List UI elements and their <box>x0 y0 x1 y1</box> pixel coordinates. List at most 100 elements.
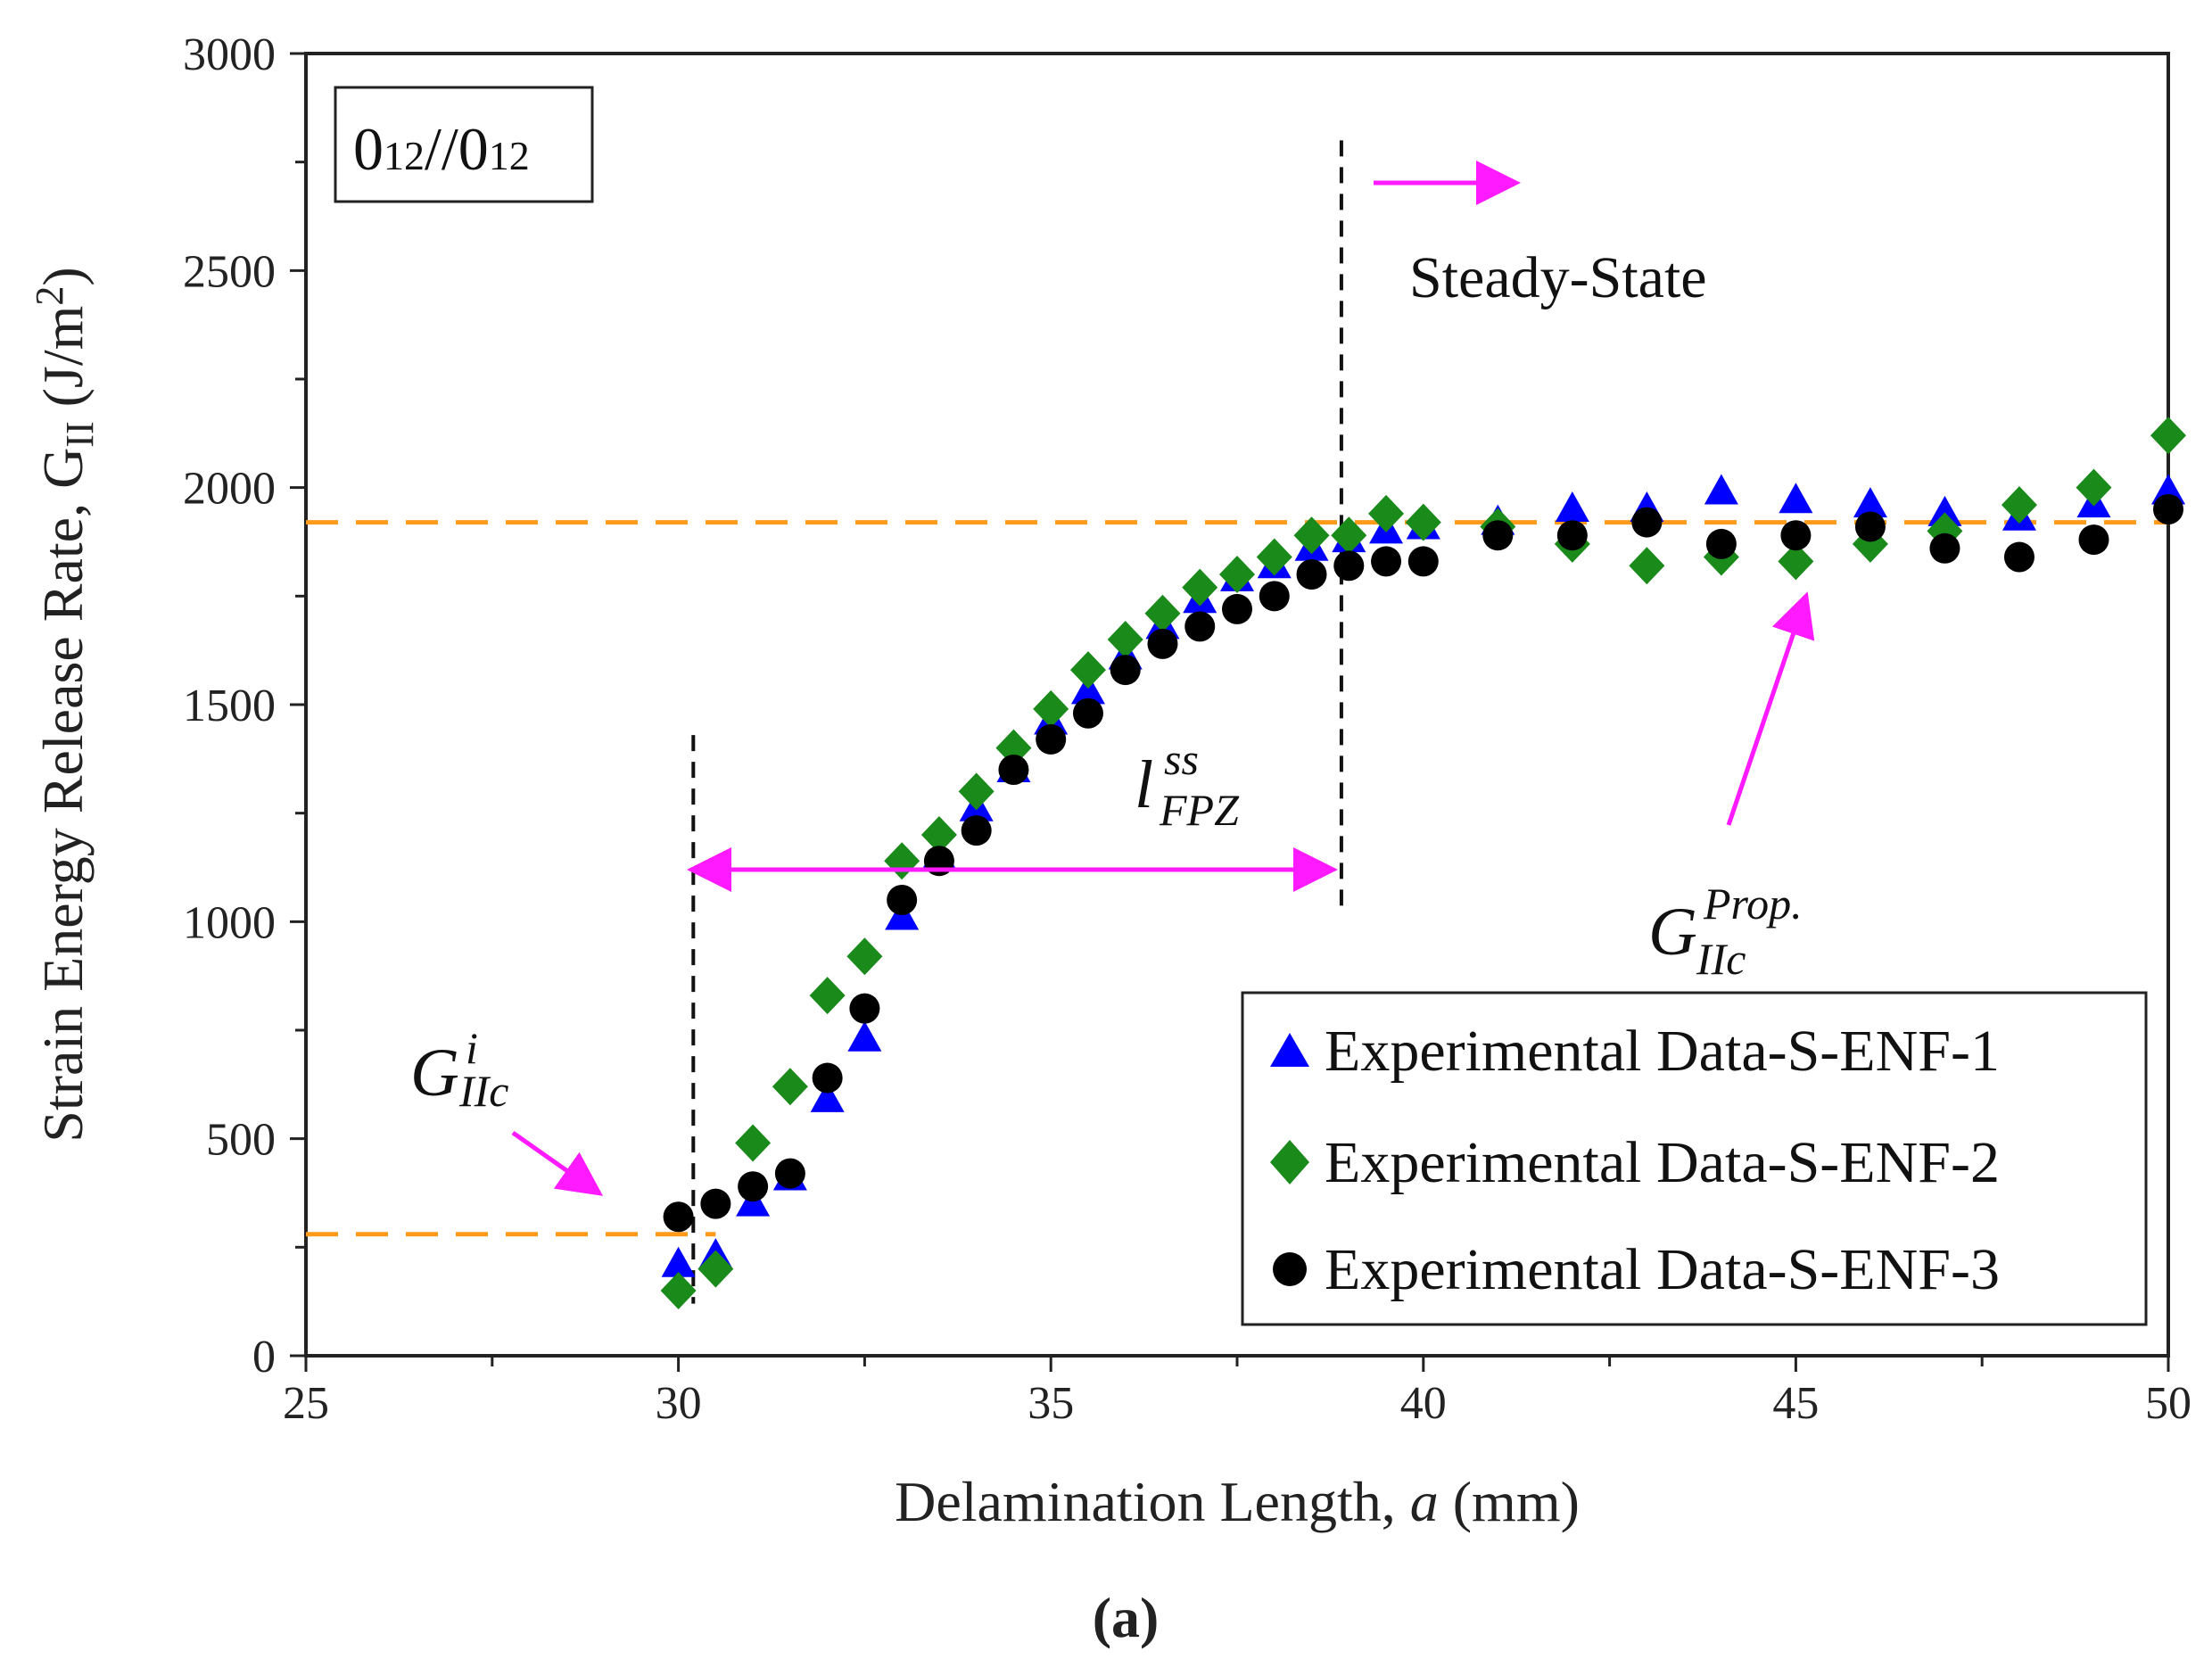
data-point-series-2 <box>1331 516 1367 555</box>
g-prop-sub: IIc <box>1696 934 1746 984</box>
y-tick-label: 1000 <box>183 897 276 948</box>
svg-text:012//012: 012//012 <box>353 115 530 183</box>
data-point-series-3 <box>887 885 918 915</box>
x-tick-label: 35 <box>1028 1378 1074 1429</box>
legend-label-series-1: Experimental Data-S-ENF-1 <box>1325 1019 2000 1084</box>
data-point-series-3 <box>1296 559 1327 590</box>
data-point-series-1 <box>1853 487 1887 518</box>
data-point-series-2 <box>1033 689 1069 728</box>
data-point-series-3 <box>1556 520 1588 551</box>
data-point-series-2 <box>1293 516 1330 555</box>
axis-ticks <box>290 52 2170 1372</box>
steady-state-label: Steady-State <box>1409 245 1707 310</box>
x-tick-label: 40 <box>1400 1378 1447 1429</box>
legend-marker-series-1 <box>1270 1033 1309 1067</box>
y-tick-label: 2500 <box>183 246 276 297</box>
y-axis-title: Strain Energy Release Rate, GII (J/m2) <box>28 267 102 1142</box>
fpz-length-annotation: l ss FPZ <box>687 734 1338 892</box>
x-axis-title: Delamination Length, a (mm) <box>895 1470 1580 1533</box>
data-point-series-1 <box>847 1020 882 1052</box>
x-tick-label: 50 <box>2145 1378 2191 1429</box>
g-init-annotation: G i IIc <box>410 1023 604 1196</box>
data-point-series-2 <box>1405 503 1441 541</box>
layup-label: 012//012 <box>334 86 594 203</box>
data-point-series-3 <box>1147 628 1178 659</box>
data-point-series-1 <box>1555 491 1589 522</box>
layup-ply-a: 0 <box>353 115 384 183</box>
x-axis-title-main: Delamination Length, <box>895 1470 1410 1533</box>
data-point-series-3 <box>1705 528 1737 559</box>
data-point-series-2 <box>697 1250 734 1288</box>
legend-label-series-2: Experimental Data-S-ENF-2 <box>1325 1130 2000 1195</box>
g-init-sub: IIc <box>458 1066 509 1116</box>
data-point-series-3 <box>1259 581 1290 612</box>
y-tick-labels: 0 500 1000 1500 2000 2500 3000 <box>183 29 276 1382</box>
data-point-series-3 <box>700 1188 731 1219</box>
x-tick-label: 30 <box>656 1378 702 1429</box>
g-prop-arrow <box>1726 591 1815 826</box>
x-tick-label: 25 <box>283 1378 329 1429</box>
data-point-series-3 <box>1036 723 1067 755</box>
g-init-sup: i <box>466 1023 478 1073</box>
data-point-series-2 <box>884 842 920 880</box>
data-point-series-3 <box>998 755 1029 785</box>
data-point-series-2 <box>1368 494 1405 532</box>
data-point-series-2 <box>1219 556 1255 593</box>
y-tick-label: 500 <box>206 1115 276 1166</box>
data-point-series-2 <box>772 1068 808 1106</box>
data-point-series-2 <box>1629 547 1665 585</box>
y-tick-label: 3000 <box>183 29 276 80</box>
data-point-series-2 <box>2076 468 2112 507</box>
data-point-series-3 <box>1072 697 1103 729</box>
legend-box <box>1241 991 2148 1326</box>
data-point-series-3 <box>774 1158 805 1189</box>
data-point-series-1 <box>810 1081 845 1112</box>
data-point-series-2 <box>2001 486 2037 524</box>
x-axis-title-unit: (mm) <box>1439 1470 1580 1533</box>
data-point-series-2 <box>1182 568 1218 607</box>
data-point-series-2 <box>958 772 995 811</box>
y-axis-title-sub: II <box>58 421 102 447</box>
layup-separator: // <box>425 115 458 183</box>
y-axis-title-close: ) <box>31 267 95 285</box>
legend-marker-series-2 <box>1270 1140 1309 1184</box>
y-tick-label: 1500 <box>183 681 276 731</box>
g-init-symbol: G <box>410 1036 459 1110</box>
data-point-series-2 <box>1778 542 1814 581</box>
x-tick-labels: 25 30 35 40 45 50 <box>283 1378 2191 1429</box>
data-point-series-2 <box>1107 621 1143 658</box>
legend-marker-series-3 <box>1273 1252 1307 1286</box>
layup-ply-b: 0 <box>458 115 489 183</box>
g-prop-symbol: G <box>1648 895 1697 970</box>
data-point-series-2 <box>735 1124 772 1162</box>
data-point-series-3 <box>1110 655 1141 686</box>
y-tick-label: 0 <box>252 1332 276 1382</box>
y-axis-title-main: Strain Energy Release Rate, G <box>31 448 95 1143</box>
data-point-series-2 <box>1256 538 1292 576</box>
data-point-series-1 <box>1927 495 1962 526</box>
data-point-series-1 <box>661 1246 696 1277</box>
data-point-series-2 <box>920 816 957 854</box>
figure-caption: (a) <box>1093 1586 1160 1649</box>
data-point-series-3 <box>663 1201 694 1233</box>
data-point-series-3 <box>738 1171 769 1202</box>
data-point-series-2 <box>2150 417 2186 455</box>
data-point-series-1 <box>1779 483 1813 514</box>
legend-label-series-3: Experimental Data-S-ENF-3 <box>1325 1237 2000 1302</box>
data-point-series-3 <box>1631 507 1663 538</box>
data-point-series-2 <box>660 1272 697 1309</box>
data-point-series-3 <box>1929 532 1960 564</box>
y-axis-title-sup: 2 <box>28 286 71 306</box>
data-point-series-3 <box>1222 593 1252 624</box>
fpz-length-sup: ss <box>1164 734 1199 784</box>
data-point-series-3 <box>961 815 992 846</box>
steady-state-annotation: Steady-State <box>1374 161 1707 310</box>
legend: Experimental Data-S-ENF-1 Experimental D… <box>1241 991 2148 1326</box>
data-point-series-2 <box>995 729 1032 767</box>
y-tick-label: 2000 <box>183 464 276 515</box>
g-prop-sup: Prop. <box>1703 879 1803 929</box>
data-point-series-1 <box>1704 474 1738 505</box>
data-point-series-3 <box>812 1062 843 1094</box>
data-point-series-3 <box>1371 546 1402 577</box>
